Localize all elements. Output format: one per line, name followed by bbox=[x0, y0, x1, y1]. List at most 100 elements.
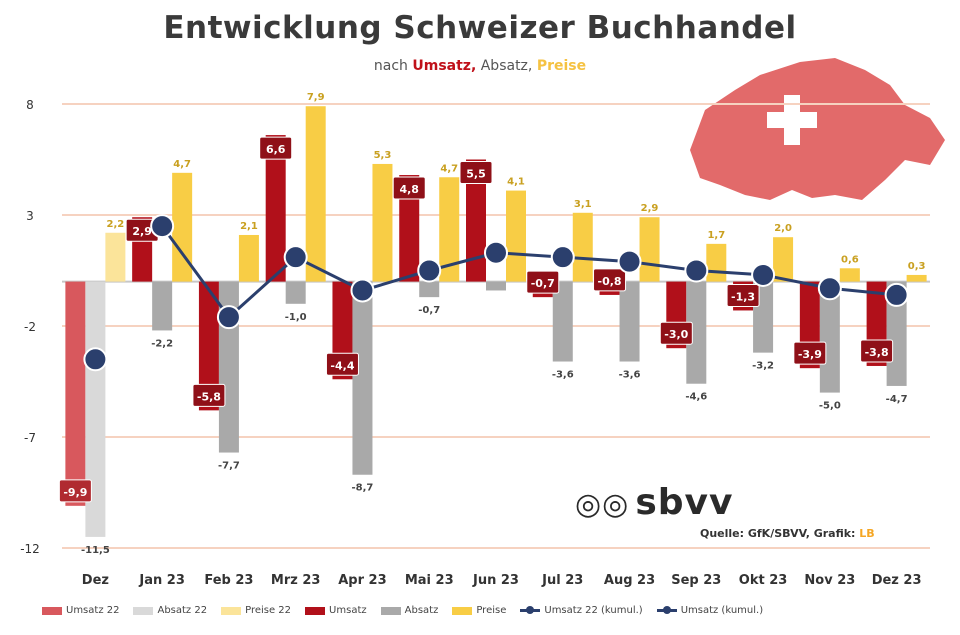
bar-preise bbox=[572, 212, 593, 282]
absatz-data-label: -4,6 bbox=[685, 392, 707, 403]
legend-swatch bbox=[133, 606, 154, 615]
chart-title: Entwicklung Schweizer Buchhandel bbox=[163, 10, 797, 46]
bar-umsatz bbox=[399, 175, 420, 282]
preise-data-label: 0,3 bbox=[908, 261, 926, 272]
umsatz-label-box bbox=[325, 352, 359, 376]
x-tick-label: Feb 23 bbox=[204, 573, 253, 588]
y-tick-label: -12 bbox=[20, 542, 40, 556]
bar-preise bbox=[238, 234, 259, 282]
bar-absatz bbox=[486, 281, 506, 291]
x-tick-label: Sep 23 bbox=[671, 573, 721, 588]
preise-data-label: 2,9 bbox=[641, 203, 659, 214]
bar-absatz bbox=[619, 281, 640, 362]
legend-label: Umsatz (kumul.) bbox=[680, 605, 764, 616]
bar-absatz bbox=[819, 281, 840, 393]
x-tick-label: Jul 23 bbox=[541, 573, 583, 588]
x-tick-label: Mrz 23 bbox=[271, 573, 321, 588]
preise-data-label: 2,0 bbox=[774, 223, 792, 234]
subtitle-absatz: Absatz, bbox=[480, 58, 533, 74]
absatz-data-label: -2,2 bbox=[151, 338, 173, 349]
legend-label: Preise 22 bbox=[245, 605, 292, 616]
legend-swatch bbox=[520, 606, 541, 614]
chart-legend: Umsatz 22 Absatz 22 Preise 22 Umsatz Absatz P… bbox=[42, 605, 763, 616]
legend-swatch bbox=[305, 606, 326, 615]
bar-absatz bbox=[152, 281, 173, 331]
preise-data-label: 4,7 bbox=[440, 163, 458, 174]
line-point bbox=[817, 276, 842, 301]
preise-data-label: 4,7 bbox=[173, 159, 191, 170]
preise-data-label: 3,1 bbox=[574, 199, 592, 210]
preise-data-label: 2,2 bbox=[107, 219, 125, 230]
line-point bbox=[751, 262, 776, 287]
x-tick-label: Okt 23 bbox=[739, 573, 788, 588]
umsatz-label-box bbox=[726, 283, 760, 307]
source-highlight: LB bbox=[859, 527, 875, 540]
umsatz-data-label: 5,5 bbox=[466, 168, 486, 181]
bar-umsatz bbox=[198, 281, 219, 411]
bar-umsatz bbox=[466, 159, 486, 282]
line-point bbox=[884, 282, 909, 307]
umsatz-data-label: -1,3 bbox=[731, 290, 755, 303]
preise-data-label: 4,1 bbox=[507, 177, 525, 188]
umsatz-label-box bbox=[259, 136, 293, 160]
umsatz-label-box bbox=[793, 341, 827, 365]
bar-umsatz bbox=[65, 281, 86, 506]
absatz-data-label: -5,0 bbox=[819, 401, 841, 412]
absatz-data-label: -4,7 bbox=[886, 394, 908, 405]
bar-absatz bbox=[419, 281, 440, 298]
line-point bbox=[350, 278, 375, 303]
umsatz-data-label: -9,9 bbox=[63, 486, 87, 499]
legend-item: Absatz 22 bbox=[133, 605, 207, 616]
absatz-data-label: -7,7 bbox=[218, 461, 240, 472]
preise-data-label: 1,7 bbox=[707, 230, 725, 241]
line-point bbox=[83, 347, 108, 372]
bar-preise bbox=[439, 177, 460, 282]
legend-label: Absatz bbox=[404, 605, 439, 616]
absatz-data-label: -3,6 bbox=[552, 370, 574, 381]
umsatz-data-label: 2,9 bbox=[132, 225, 152, 238]
legend-item: Umsatz (kumul.) bbox=[656, 605, 764, 616]
umsatz-label-box bbox=[659, 321, 693, 345]
bar-preise bbox=[706, 243, 727, 282]
subtitle-umsatz: Umsatz, bbox=[412, 58, 477, 74]
legend-swatch bbox=[42, 606, 62, 615]
umsatz-data-label: -3,8 bbox=[865, 346, 889, 359]
legend-label: Umsatz 22 bbox=[66, 605, 120, 616]
bar-preise bbox=[906, 274, 927, 282]
legend-item: Preise 22 bbox=[221, 605, 291, 616]
line-point bbox=[484, 240, 508, 265]
subtitle-prefix: nach bbox=[373, 58, 408, 74]
legend-label: Umsatz bbox=[329, 605, 367, 616]
legend-label: Preise bbox=[476, 605, 507, 616]
line-point bbox=[684, 258, 709, 283]
bar-absatz bbox=[686, 281, 707, 384]
y-tick-label: -2 bbox=[24, 320, 36, 334]
line-point bbox=[216, 305, 241, 330]
preise-data-label: 7,9 bbox=[307, 92, 325, 103]
line-point bbox=[617, 249, 642, 274]
line-point bbox=[417, 258, 442, 283]
chart-subtitle: nach Umsatz, Absatz, Preise bbox=[0, 58, 960, 74]
bar-absatz bbox=[285, 281, 306, 304]
swiss-map-icon bbox=[690, 58, 945, 200]
legend-label: Absatz 22 bbox=[157, 605, 208, 616]
legend-item: Absatz bbox=[380, 605, 439, 616]
umsatz-label-box bbox=[58, 479, 92, 503]
umsatz-data-label: -0,7 bbox=[531, 277, 555, 290]
x-tick-label: Dez bbox=[82, 573, 109, 588]
line-point bbox=[283, 245, 308, 270]
bar-preise bbox=[105, 232, 126, 282]
book-logo-icon: ◎◎ bbox=[575, 487, 630, 522]
swiss-cross-horizontal bbox=[767, 112, 817, 128]
bar-absatz bbox=[352, 281, 373, 475]
x-tick-label: Dez 23 bbox=[872, 573, 922, 588]
y-tick-label: 8 bbox=[26, 98, 34, 112]
bar-preise bbox=[305, 106, 326, 282]
x-tick-label: Apr 23 bbox=[338, 573, 386, 588]
bar-preise bbox=[506, 190, 526, 282]
legend-swatch bbox=[380, 606, 401, 615]
preise-data-label: 2,1 bbox=[240, 221, 258, 232]
logo-text: sbvv bbox=[635, 482, 734, 523]
umsatz-label-box bbox=[392, 176, 426, 200]
